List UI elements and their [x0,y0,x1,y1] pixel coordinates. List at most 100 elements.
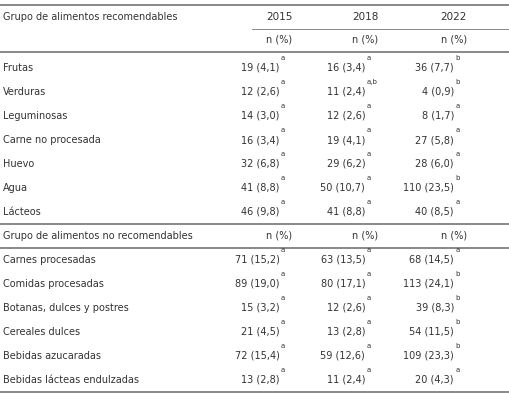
Text: a: a [280,127,285,133]
Text: 2022: 2022 [440,12,466,22]
Text: b: b [455,319,459,325]
Text: Bebidas azucaradas: Bebidas azucaradas [3,351,100,361]
Text: Verduras: Verduras [3,87,46,97]
Text: a: a [366,343,370,349]
Text: Bebidas lácteas endulzadas: Bebidas lácteas endulzadas [3,375,138,385]
Text: a: a [366,151,370,157]
Text: 27 (5,8): 27 (5,8) [414,135,453,145]
Text: 41 (8,8): 41 (8,8) [241,183,279,193]
Text: a: a [280,295,285,301]
Text: Carnes procesadas: Carnes procesadas [3,255,95,265]
Text: n (%): n (%) [351,35,378,45]
Text: 13 (2,8): 13 (2,8) [241,375,279,385]
Text: a: a [280,175,285,181]
Text: 12 (2,6): 12 (2,6) [326,111,364,121]
Text: 21 (4,5): 21 (4,5) [240,327,279,337]
Text: a: a [280,79,285,85]
Text: b: b [455,343,459,349]
Text: 20 (4,3): 20 (4,3) [415,375,453,385]
Text: Botanas, dulces y postres: Botanas, dulces y postres [3,303,128,313]
Text: 4 (0,9): 4 (0,9) [421,87,453,97]
Text: a: a [455,247,459,253]
Text: 46 (9,8): 46 (9,8) [241,207,279,217]
Text: a: a [280,151,285,157]
Text: 89 (19,0): 89 (19,0) [235,279,279,289]
Text: Lácteos: Lácteos [3,207,40,217]
Text: 14 (3,0): 14 (3,0) [241,111,279,121]
Text: 68 (14,5): 68 (14,5) [409,255,453,265]
Text: a: a [280,247,285,253]
Text: 110 (23,5): 110 (23,5) [402,183,453,193]
Text: Carne no procesada: Carne no procesada [3,135,100,145]
Text: a: a [280,319,285,325]
Text: 12 (2,6): 12 (2,6) [240,87,279,97]
Text: 16 (3,4): 16 (3,4) [326,63,364,73]
Text: a: a [366,295,370,301]
Text: Agua: Agua [3,183,27,193]
Text: b: b [455,175,459,181]
Text: a: a [366,175,370,181]
Text: 59 (12,6): 59 (12,6) [320,351,364,361]
Text: 36 (7,7): 36 (7,7) [414,63,453,73]
Text: a: a [280,55,285,61]
Text: a: a [280,271,285,277]
Text: n (%): n (%) [351,231,378,241]
Text: 63 (13,5): 63 (13,5) [320,255,364,265]
Text: a: a [366,55,370,61]
Text: 40 (8,5): 40 (8,5) [415,207,453,217]
Text: n (%): n (%) [266,35,292,45]
Text: 29 (6,2): 29 (6,2) [326,159,364,169]
Text: 71 (15,2): 71 (15,2) [234,255,279,265]
Text: a: a [366,247,370,253]
Text: b: b [455,271,459,277]
Text: 39 (8,3): 39 (8,3) [415,303,453,313]
Text: 19 (4,1): 19 (4,1) [241,63,279,73]
Text: 19 (4,1): 19 (4,1) [326,135,364,145]
Text: n (%): n (%) [266,231,292,241]
Text: 16 (3,4): 16 (3,4) [241,135,279,145]
Text: a: a [366,103,370,109]
Text: b: b [455,295,459,301]
Text: a: a [280,343,285,349]
Text: 2015: 2015 [266,12,292,22]
Text: Leguminosas: Leguminosas [3,111,67,121]
Text: a: a [280,199,285,205]
Text: 12 (2,6): 12 (2,6) [326,303,364,313]
Text: Grupo de alimentos recomendables: Grupo de alimentos recomendables [3,12,177,22]
Text: a: a [366,127,370,133]
Text: 28 (6,0): 28 (6,0) [415,159,453,169]
Text: 8 (1,7): 8 (1,7) [421,111,453,121]
Text: 41 (8,8): 41 (8,8) [326,207,364,217]
Text: a,b: a,b [366,79,377,85]
Text: 11 (2,4): 11 (2,4) [326,87,364,97]
Text: 109 (23,3): 109 (23,3) [402,351,453,361]
Text: Comidas procesadas: Comidas procesadas [3,279,103,289]
Text: 13 (2,8): 13 (2,8) [326,327,364,337]
Text: Grupo de alimentos no recomendables: Grupo de alimentos no recomendables [3,231,192,241]
Text: 15 (3,2): 15 (3,2) [240,303,279,313]
Text: 72 (15,4): 72 (15,4) [234,351,279,361]
Text: Huevo: Huevo [3,159,34,169]
Text: 80 (17,1): 80 (17,1) [320,279,364,289]
Text: 11 (2,4): 11 (2,4) [326,375,364,385]
Text: a: a [280,367,285,373]
Text: n (%): n (%) [440,35,466,45]
Text: n (%): n (%) [440,231,466,241]
Text: a: a [366,271,370,277]
Text: Frutas: Frutas [3,63,33,73]
Text: b: b [455,55,459,61]
Text: a: a [366,367,370,373]
Text: a: a [455,367,459,373]
Text: a: a [366,319,370,325]
Text: a: a [455,103,459,109]
Text: 113 (24,1): 113 (24,1) [402,279,453,289]
Text: a: a [280,103,285,109]
Text: a: a [455,127,459,133]
Text: b: b [455,79,459,85]
Text: 32 (6,8): 32 (6,8) [241,159,279,169]
Text: Cereales dulces: Cereales dulces [3,327,79,337]
Text: 54 (11,5): 54 (11,5) [408,327,453,337]
Text: a: a [455,151,459,157]
Text: a: a [366,199,370,205]
Text: 50 (10,7): 50 (10,7) [320,183,364,193]
